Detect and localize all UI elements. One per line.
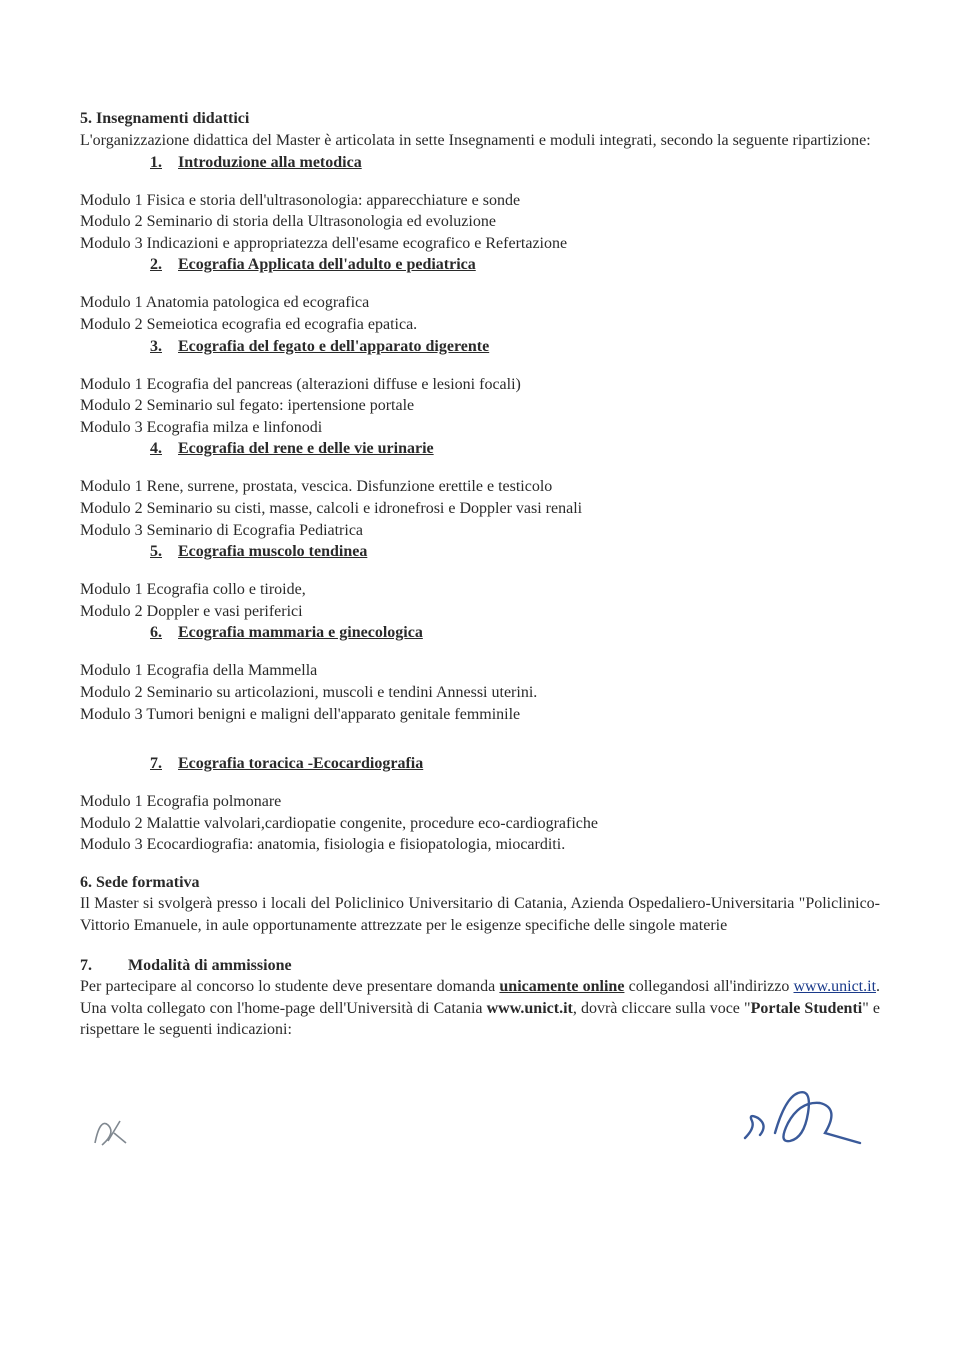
section-5-intro: L'organizzazione didattica del Master è … xyxy=(80,130,880,152)
block5-module2: Modulo 2 Doppler e vasi periferici xyxy=(80,601,880,623)
block3-module3: Modulo 3 Ecografia milza e linfonodi xyxy=(80,417,880,439)
subsection-4-num: 4. xyxy=(150,440,162,457)
subsection-4: 4. Ecografia del rene e delle vie urinar… xyxy=(80,440,880,458)
subsection-6: 6. Ecografia mammaria e ginecologica xyxy=(80,624,880,642)
block2-module2: Modulo 2 Semeiotica ecografia ed ecograf… xyxy=(80,314,880,336)
block6-module3: Modulo 3 Tumori benigni e maligni dell'a… xyxy=(80,704,880,726)
section-7-num: 7. xyxy=(80,957,92,974)
subsection-2-num: 2. xyxy=(150,256,162,273)
document-page: 5. Insegnamenti didattici L'organizzazio… xyxy=(0,0,960,1213)
section-6-body: Il Master si svolgerà presso i locali de… xyxy=(80,893,880,936)
block6-module1: Modulo 1 Ecografia della Mammella xyxy=(80,660,880,682)
block2-module1: Modulo 1 Anatomia patologica ed ecografi… xyxy=(80,292,880,314)
section-7-title: Modalità di ammissione xyxy=(128,957,292,974)
subsection-1: 1. Introduzione alla metodica xyxy=(80,154,880,172)
signature-row xyxy=(80,1043,880,1153)
section-7-text-2: collegandosi all'indirizzo xyxy=(624,978,793,995)
block1-module1: Modulo 1 Fisica e storia dell'ultrasonol… xyxy=(80,190,880,212)
signature-right xyxy=(730,1073,870,1153)
subsection-1-title: Introduzione alla metodica xyxy=(178,154,362,171)
block6-module2: Modulo 2 Seminario su articolazioni, mus… xyxy=(80,682,880,704)
unict-link[interactable]: www.unict.it xyxy=(794,978,877,995)
section-7-body: Per partecipare al concorso lo studente … xyxy=(80,976,880,1041)
subsection-2: 2. Ecografia Applicata dell'adulto e ped… xyxy=(80,256,880,274)
subsection-3: 3. Ecografia del fegato e dell'apparato … xyxy=(80,338,880,356)
subsection-1-num: 1. xyxy=(150,154,162,171)
section-7-emph-online: unicamente online xyxy=(499,978,624,995)
subsection-7-title: Ecografia toracica -Ecocardiografia xyxy=(178,755,423,772)
subsection-7: 7. Ecografia toracica -Ecocardiografia xyxy=(80,755,880,773)
subsection-3-title: Ecografia del fegato e dell'apparato dig… xyxy=(178,338,489,355)
signature-icon xyxy=(730,1073,870,1153)
block1-module2: Modulo 2 Seminario di storia della Ultra… xyxy=(80,211,880,233)
block3-module2: Modulo 2 Seminario sul fegato: ipertensi… xyxy=(80,395,880,417)
subsection-2-title: Ecografia Applicata dell'adulto e pediat… xyxy=(178,256,476,273)
block7-module1: Modulo 1 Ecografia polmonare xyxy=(80,791,880,813)
block1-module3: Modulo 3 Indicazioni e appropriatezza de… xyxy=(80,233,880,255)
section-7-heading: 7. Modalità di ammissione xyxy=(80,955,880,977)
section-5-heading: 5. Insegnamenti didattici xyxy=(80,110,880,128)
block4-module3: Modulo 3 Seminario di Ecografia Pediatri… xyxy=(80,520,880,542)
subsection-3-num: 3. xyxy=(150,338,162,355)
subsection-6-num: 6. xyxy=(150,624,162,641)
block7-module3: Modulo 3 Ecocardiografia: anatomia, fisi… xyxy=(80,834,880,856)
portale-studenti: Portale Studenti xyxy=(751,1000,863,1017)
block3-module1: Modulo 1 Ecografia del pancreas (alteraz… xyxy=(80,374,880,396)
subsection-7-num: 7. xyxy=(150,755,162,772)
subsection-5-title: Ecografia muscolo tendinea xyxy=(178,543,367,560)
unict-bold: www.unict.it xyxy=(487,1000,573,1017)
subsection-4-title: Ecografia del rene e delle vie urinarie xyxy=(178,440,434,457)
signature-left xyxy=(90,1113,140,1153)
initials-icon xyxy=(90,1113,140,1153)
block4-module1: Modulo 1 Rene, surrene, prostata, vescic… xyxy=(80,476,880,498)
subsection-5-num: 5. xyxy=(150,543,162,560)
section-6-heading: 6. Sede formativa xyxy=(80,872,880,894)
subsection-5: 5. Ecografia muscolo tendinea xyxy=(80,543,880,561)
section-7-text-4: , dovrà cliccare sulla voce " xyxy=(573,1000,751,1017)
subsection-6-title: Ecografia mammaria e ginecologica xyxy=(178,624,423,641)
block4-module2: Modulo 2 Seminario su cisti, masse, calc… xyxy=(80,498,880,520)
block7-module2: Modulo 2 Malattie valvolari,cardiopatie … xyxy=(80,813,880,835)
block5-module1: Modulo 1 Ecografia collo e tiroide, xyxy=(80,579,880,601)
section-7-text-1: Per partecipare al concorso lo studente … xyxy=(80,978,499,995)
